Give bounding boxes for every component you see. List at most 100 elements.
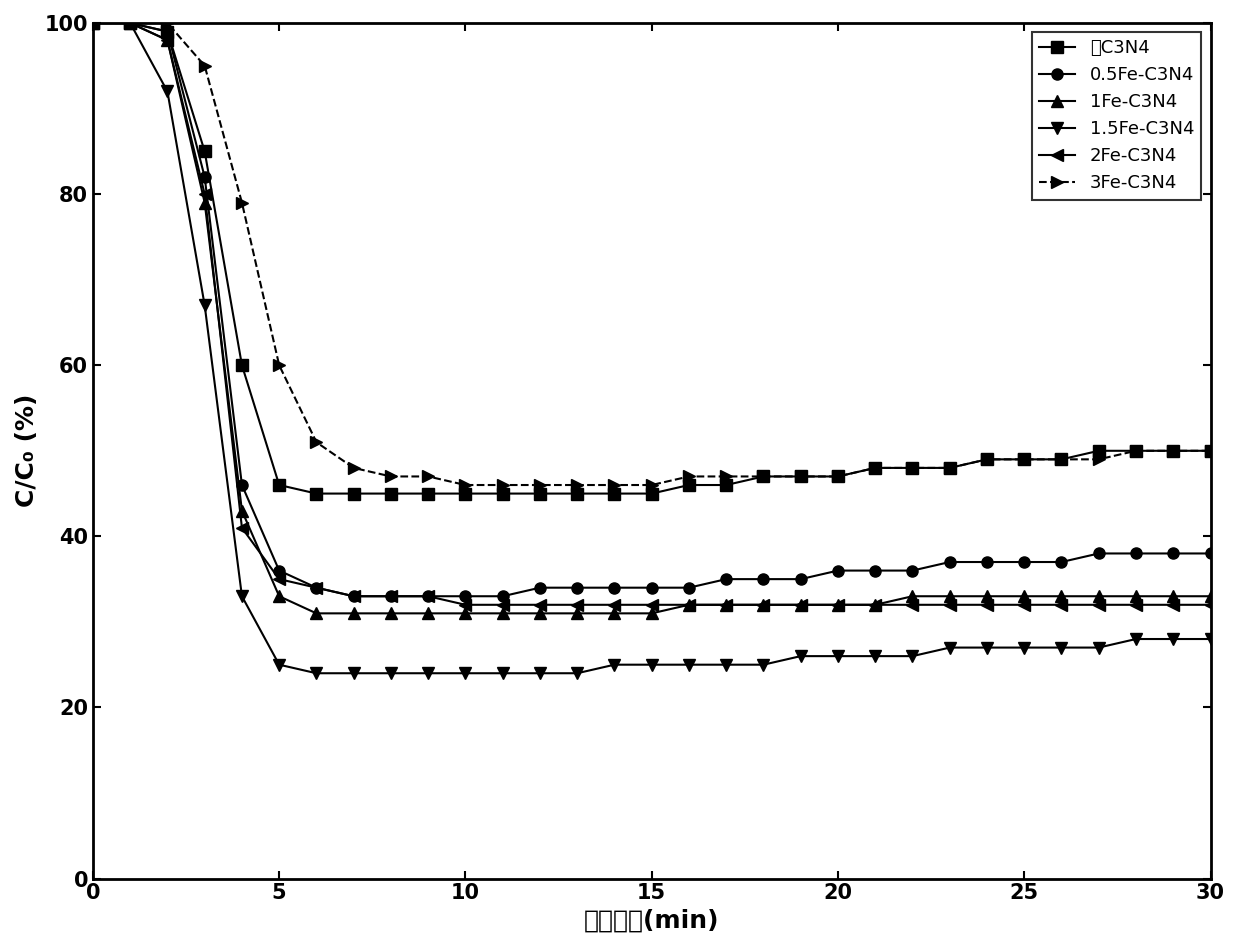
2Fe-C3N4 — [123, 17, 138, 28]
1.5Fe-C3N4 — [794, 650, 808, 662]
0.5Fe-C3N4 — [794, 574, 808, 585]
Line: 1.5Fe-C3N4: 1.5Fe-C3N4 — [87, 17, 1216, 679]
1Fe-C3N4 — [197, 197, 212, 209]
0.5Fe-C3N4 — [197, 172, 212, 183]
0.5Fe-C3N4 — [645, 582, 660, 593]
0.5Fe-C3N4 — [160, 26, 175, 37]
0.5Fe-C3N4 — [1017, 556, 1032, 568]
1Fe-C3N4 — [1203, 591, 1218, 602]
2Fe-C3N4 — [309, 582, 324, 593]
绯C3N4 — [1091, 446, 1106, 457]
1Fe-C3N4 — [905, 591, 920, 602]
3Fe-C3N4 — [420, 471, 435, 483]
1Fe-C3N4 — [1091, 591, 1106, 602]
绯C3N4 — [458, 488, 472, 500]
1Fe-C3N4 — [86, 17, 100, 28]
0.5Fe-C3N4 — [1203, 548, 1218, 559]
0.5Fe-C3N4 — [831, 565, 846, 576]
1.5Fe-C3N4 — [383, 667, 398, 679]
3Fe-C3N4 — [1054, 454, 1069, 465]
2Fe-C3N4 — [1166, 599, 1180, 611]
绯C3N4 — [86, 17, 100, 28]
3Fe-C3N4 — [86, 17, 100, 28]
1.5Fe-C3N4 — [272, 659, 286, 670]
2Fe-C3N4 — [942, 599, 957, 611]
0.5Fe-C3N4 — [458, 591, 472, 602]
1Fe-C3N4 — [831, 599, 846, 611]
0.5Fe-C3N4 — [1128, 548, 1143, 559]
1.5Fe-C3N4 — [608, 659, 622, 670]
Y-axis label: C/C₀ (%): C/C₀ (%) — [15, 394, 38, 507]
绯C3N4 — [682, 480, 697, 491]
2Fe-C3N4 — [831, 599, 846, 611]
0.5Fe-C3N4 — [420, 591, 435, 602]
2Fe-C3N4 — [1017, 599, 1032, 611]
2Fe-C3N4 — [794, 599, 808, 611]
1.5Fe-C3N4 — [868, 650, 883, 662]
1Fe-C3N4 — [1128, 591, 1143, 602]
1Fe-C3N4 — [123, 17, 138, 28]
1.5Fe-C3N4 — [458, 667, 472, 679]
1Fe-C3N4 — [794, 599, 808, 611]
1.5Fe-C3N4 — [86, 17, 100, 28]
3Fe-C3N4 — [1128, 446, 1143, 457]
绯C3N4 — [905, 463, 920, 474]
3Fe-C3N4 — [682, 471, 697, 483]
0.5Fe-C3N4 — [608, 582, 622, 593]
3Fe-C3N4 — [868, 463, 883, 474]
3Fe-C3N4 — [608, 480, 622, 491]
1Fe-C3N4 — [682, 599, 697, 611]
3Fe-C3N4 — [383, 471, 398, 483]
Line: 0.5Fe-C3N4: 0.5Fe-C3N4 — [87, 17, 1216, 602]
绯C3N4 — [532, 488, 547, 500]
1.5Fe-C3N4 — [831, 650, 846, 662]
2Fe-C3N4 — [458, 599, 472, 611]
0.5Fe-C3N4 — [756, 574, 771, 585]
2Fe-C3N4 — [495, 599, 510, 611]
1.5Fe-C3N4 — [905, 650, 920, 662]
1.5Fe-C3N4 — [1166, 633, 1180, 645]
绯C3N4 — [1128, 446, 1143, 457]
0.5Fe-C3N4 — [86, 17, 100, 28]
1.5Fe-C3N4 — [160, 85, 175, 97]
Line: 3Fe-C3N4: 3Fe-C3N4 — [87, 17, 1216, 490]
1Fe-C3N4 — [309, 608, 324, 619]
Line: 1Fe-C3N4: 1Fe-C3N4 — [87, 17, 1216, 619]
绯C3N4 — [980, 454, 994, 465]
2Fe-C3N4 — [1128, 599, 1143, 611]
3Fe-C3N4 — [234, 197, 249, 209]
3Fe-C3N4 — [346, 463, 361, 474]
绯C3N4 — [719, 480, 734, 491]
绯C3N4 — [569, 488, 584, 500]
3Fe-C3N4 — [160, 17, 175, 28]
1.5Fe-C3N4 — [719, 659, 734, 670]
绯C3N4 — [272, 480, 286, 491]
1.5Fe-C3N4 — [420, 667, 435, 679]
3Fe-C3N4 — [942, 463, 957, 474]
1.5Fe-C3N4 — [495, 667, 510, 679]
Line: 绯C3N4: 绯C3N4 — [87, 17, 1216, 500]
Legend: 绯C3N4, 0.5Fe-C3N4, 1Fe-C3N4, 1.5Fe-C3N4, 2Fe-C3N4, 3Fe-C3N4: 绯C3N4, 0.5Fe-C3N4, 1Fe-C3N4, 1.5Fe-C3N4,… — [1032, 32, 1202, 200]
1.5Fe-C3N4 — [309, 667, 324, 679]
2Fe-C3N4 — [569, 599, 584, 611]
1.5Fe-C3N4 — [1128, 633, 1143, 645]
0.5Fe-C3N4 — [346, 591, 361, 602]
2Fe-C3N4 — [383, 591, 398, 602]
1Fe-C3N4 — [420, 608, 435, 619]
1.5Fe-C3N4 — [645, 659, 660, 670]
0.5Fe-C3N4 — [719, 574, 734, 585]
1.5Fe-C3N4 — [346, 667, 361, 679]
1Fe-C3N4 — [942, 591, 957, 602]
绯C3N4 — [1166, 446, 1180, 457]
绯C3N4 — [420, 488, 435, 500]
1Fe-C3N4 — [1054, 591, 1069, 602]
绯C3N4 — [1054, 454, 1069, 465]
1Fe-C3N4 — [1166, 591, 1180, 602]
绯C3N4 — [1203, 446, 1218, 457]
绯C3N4 — [794, 471, 808, 483]
1Fe-C3N4 — [1017, 591, 1032, 602]
3Fe-C3N4 — [495, 480, 510, 491]
绯C3N4 — [868, 463, 883, 474]
1.5Fe-C3N4 — [1203, 633, 1218, 645]
3Fe-C3N4 — [197, 60, 212, 71]
